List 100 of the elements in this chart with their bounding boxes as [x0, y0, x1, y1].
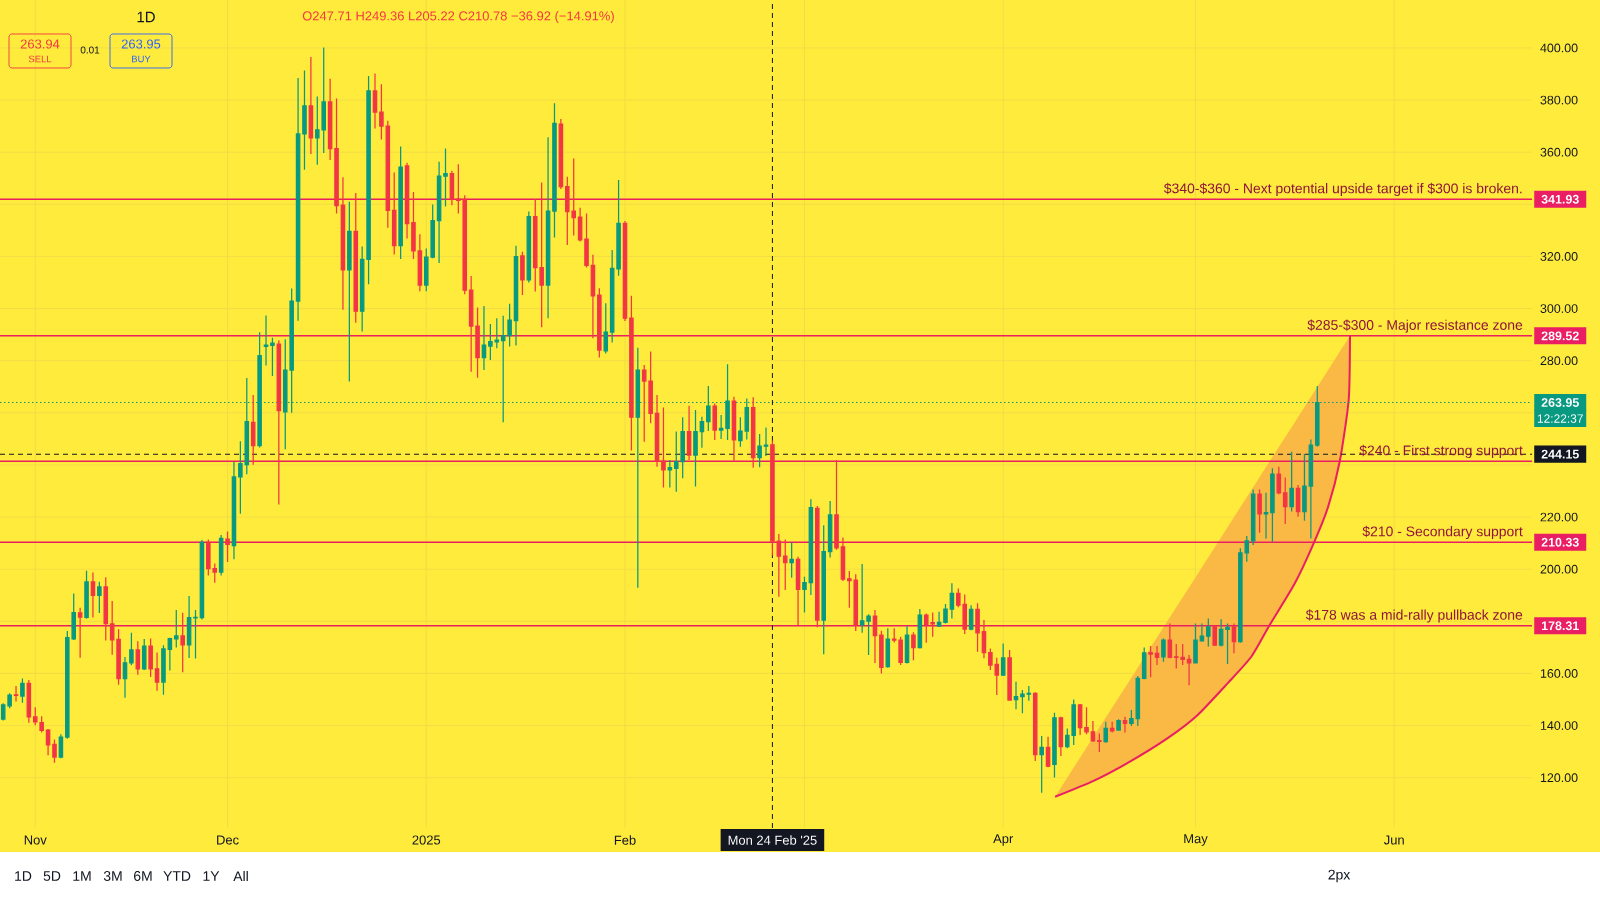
candlestick — [122, 656, 128, 699]
annotation: 210.33 — [1541, 537, 1579, 547]
candlestick — [981, 619, 987, 659]
candlestick — [1218, 618, 1224, 648]
annotation: BUY — [132, 55, 151, 63]
candlestick — [148, 637, 153, 678]
candlestick — [20, 677, 25, 704]
candlestick — [167, 637, 173, 672]
candlestick — [250, 394, 256, 466]
candlestick — [340, 176, 346, 311]
ref-line-label: $178 was a mid-rally pullback zone — [1305, 609, 1523, 623]
annotation: 0.01 — [80, 46, 100, 54]
candlestick — [661, 406, 666, 489]
candlestick — [270, 337, 275, 377]
candlestick — [789, 541, 794, 579]
candlestick — [552, 102, 557, 239]
candlestick — [77, 607, 83, 659]
candlestick — [1039, 735, 1044, 794]
x-tick-label: Feb — [614, 835, 636, 845]
candlestick — [372, 72, 378, 130]
candlestick — [186, 595, 192, 659]
candlestick — [129, 632, 134, 666]
candlestick — [943, 603, 948, 625]
candlestick — [513, 245, 519, 347]
candlestick — [366, 75, 371, 285]
candlestick — [45, 728, 51, 756]
x-tick-label: Nov — [24, 835, 47, 845]
text: 3M — [103, 871, 122, 881]
candlestick — [1186, 654, 1192, 686]
candlestick — [141, 638, 147, 671]
candlestick — [827, 500, 833, 559]
candlestick — [1026, 685, 1032, 702]
annotation: 263.94 — [20, 39, 60, 49]
candlestick — [443, 147, 448, 208]
candlestick — [1052, 712, 1057, 779]
y-tick-label: 300.00 — [1540, 304, 1578, 313]
y-tick-label: 320.00 — [1540, 252, 1578, 261]
candlestick — [1225, 622, 1230, 665]
y-tick-label: 380.00 — [1540, 95, 1578, 105]
candlestick — [1116, 718, 1121, 732]
candlestick — [391, 171, 397, 256]
candlestick — [1020, 689, 1025, 714]
candlestick — [795, 556, 801, 626]
candlestick — [718, 414, 724, 440]
candlestick — [327, 78, 333, 161]
candlestick — [949, 582, 955, 620]
candlestick — [1013, 681, 1019, 710]
y-tick-label: 220.00 — [1540, 512, 1578, 522]
candlestick — [1263, 492, 1269, 540]
candlestick — [911, 631, 916, 661]
candlestick — [1302, 453, 1307, 522]
candlestick — [1032, 691, 1038, 762]
candlestick — [731, 396, 737, 462]
candlestick — [52, 738, 57, 764]
candlestick — [616, 179, 621, 277]
candlestick — [936, 611, 942, 628]
candlestick — [347, 201, 352, 383]
candlestick — [1007, 649, 1012, 702]
candlestick — [1090, 720, 1096, 743]
y-tick-label: 280.00 — [1540, 356, 1578, 366]
candlestick — [90, 571, 96, 619]
text: 1D — [15, 871, 32, 881]
candlestick — [815, 505, 820, 628]
candlestick — [693, 409, 698, 488]
candlestick — [1206, 617, 1211, 648]
annotation: 341.93 — [1541, 194, 1579, 204]
candlestick — [193, 609, 198, 660]
ref-line-label: $210 - Secondary support — [1362, 525, 1523, 540]
text: 1M — [73, 871, 91, 881]
x-tick-label: Dec — [217, 835, 239, 845]
candlestick — [481, 305, 487, 371]
candlestick — [109, 600, 115, 656]
annotation: O247.71 H249.36 L205.22 C210.78 −36.92 (−14.91%) — [302, 10, 614, 24]
candlestick — [436, 161, 442, 264]
candlestick — [1289, 451, 1294, 513]
candlestick — [173, 609, 179, 649]
candlestick — [872, 609, 878, 664]
candlestick — [116, 628, 121, 686]
candlestick — [1097, 732, 1102, 753]
candlestick — [1231, 622, 1237, 654]
candlestick — [1250, 488, 1256, 546]
text: YTD — [163, 871, 191, 881]
candlestick — [417, 233, 423, 292]
text: 1D — [137, 11, 155, 23]
candlestick — [885, 627, 891, 669]
candlestick — [302, 69, 307, 171]
x-tick-label: 2025 — [412, 835, 441, 845]
candlestick — [712, 402, 718, 441]
candlestick — [1103, 721, 1109, 744]
candlestick — [308, 56, 314, 155]
text: 5D — [43, 871, 61, 881]
annotation: 289.52 — [1541, 331, 1579, 341]
candlestick — [334, 97, 339, 215]
candlestick — [1148, 645, 1153, 678]
y-tick-label: 120.00 — [1540, 773, 1578, 783]
x-tick-label: Jun — [1383, 835, 1404, 845]
x-tick-label: Apr — [993, 834, 1014, 846]
candlestick — [1308, 438, 1314, 540]
annotation: 178.31 — [1541, 621, 1579, 631]
candlestick — [757, 433, 762, 468]
